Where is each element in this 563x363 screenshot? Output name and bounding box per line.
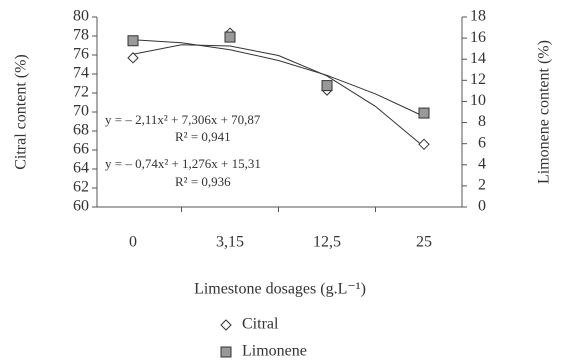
- y2-tick-label: 4: [478, 155, 486, 172]
- data-point: [127, 35, 139, 47]
- annotation: y = – 0,74x² + 1,276x + 15,31: [105, 156, 261, 171]
- data-point: [418, 107, 430, 119]
- citral-trendline: [132, 44, 425, 148]
- y2-tick-label: 12: [470, 71, 486, 88]
- legend-marker: [220, 319, 232, 331]
- y-tick-label: 66: [73, 141, 89, 158]
- y-tick-label: 76: [73, 46, 89, 63]
- y2-tick-label: 18: [470, 8, 486, 25]
- y-tick-label: 62: [73, 179, 89, 196]
- x-tick-label: 3,15: [216, 234, 244, 251]
- y-axis-title: Citral content (%): [13, 54, 30, 170]
- annotation: y = – 2,11x² + 7,306x + 70,87: [105, 112, 261, 127]
- legend-label: Citral: [242, 316, 279, 333]
- y2-tick-label: 14: [470, 50, 486, 67]
- y2-tick-label: 10: [470, 92, 486, 109]
- y-tick-label: 60: [73, 198, 89, 215]
- y-tick-label: 74: [73, 65, 89, 82]
- y-tick-label: 78: [73, 27, 89, 44]
- y2-tick-label: 16: [470, 29, 486, 46]
- annotation: R² = 0,941: [175, 129, 231, 144]
- y2-tick-label: 2: [478, 177, 486, 194]
- y2-tick-label: 6: [478, 134, 486, 151]
- y2-tick-label: 8: [478, 113, 486, 130]
- x-axis-title: Limestone dosages (g.L⁻¹): [194, 281, 366, 298]
- data-point: [127, 52, 139, 64]
- x-tick-label: 25: [416, 234, 432, 251]
- y-tick-label: 68: [73, 122, 89, 139]
- y2-axis-title: Limonene content (%): [536, 40, 553, 184]
- data-point: [224, 31, 236, 43]
- x-tick-label: 12,5: [313, 234, 341, 251]
- legend-marker: [220, 346, 232, 358]
- y2-tick-label: 0: [478, 198, 486, 215]
- x-tick-label: 0: [129, 234, 137, 251]
- limonene-trendline: [132, 39, 425, 117]
- y-tick-label: 80: [73, 8, 89, 25]
- y-tick-label: 72: [73, 84, 89, 101]
- y-tick-label: 64: [73, 160, 89, 177]
- data-point: [418, 138, 430, 151]
- data-point: [321, 80, 333, 92]
- legend-label: Limonene: [242, 343, 307, 360]
- y-tick-label: 70: [73, 103, 89, 120]
- annotation: R² = 0,936: [175, 174, 231, 189]
